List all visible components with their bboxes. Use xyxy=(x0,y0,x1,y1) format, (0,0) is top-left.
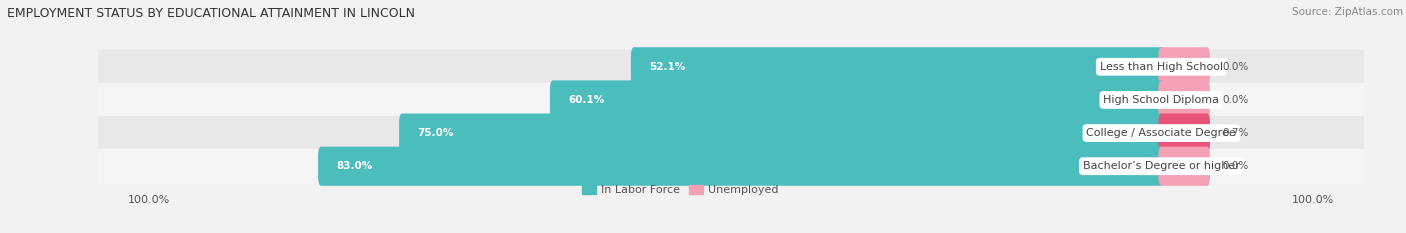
FancyBboxPatch shape xyxy=(399,113,1164,153)
Legend: In Labor Force, Unemployed: In Labor Force, Unemployed xyxy=(581,182,780,197)
Text: EMPLOYMENT STATUS BY EDUCATIONAL ATTAINMENT IN LINCOLN: EMPLOYMENT STATUS BY EDUCATIONAL ATTAINM… xyxy=(7,7,415,20)
Text: 60.1%: 60.1% xyxy=(568,95,605,105)
FancyBboxPatch shape xyxy=(98,116,1364,150)
Text: 0.7%: 0.7% xyxy=(1222,128,1249,138)
Text: Less than High School: Less than High School xyxy=(1099,62,1223,72)
Text: 52.1%: 52.1% xyxy=(650,62,685,72)
FancyBboxPatch shape xyxy=(631,47,1164,86)
FancyBboxPatch shape xyxy=(1159,80,1211,120)
FancyBboxPatch shape xyxy=(550,80,1164,120)
FancyBboxPatch shape xyxy=(1159,113,1211,153)
FancyBboxPatch shape xyxy=(98,149,1364,183)
Text: 83.0%: 83.0% xyxy=(336,161,373,171)
Text: Source: ZipAtlas.com: Source: ZipAtlas.com xyxy=(1292,7,1403,17)
Text: 75.0%: 75.0% xyxy=(418,128,454,138)
FancyBboxPatch shape xyxy=(1159,47,1211,86)
Text: Bachelor’s Degree or higher: Bachelor’s Degree or higher xyxy=(1083,161,1240,171)
Text: High School Diploma: High School Diploma xyxy=(1104,95,1219,105)
FancyBboxPatch shape xyxy=(318,147,1164,186)
FancyBboxPatch shape xyxy=(98,50,1364,84)
Text: 0.0%: 0.0% xyxy=(1222,95,1249,105)
Text: College / Associate Degree: College / Associate Degree xyxy=(1087,128,1236,138)
FancyBboxPatch shape xyxy=(1159,147,1211,186)
FancyBboxPatch shape xyxy=(98,83,1364,117)
Text: 0.0%: 0.0% xyxy=(1222,62,1249,72)
Text: 0.0%: 0.0% xyxy=(1222,161,1249,171)
